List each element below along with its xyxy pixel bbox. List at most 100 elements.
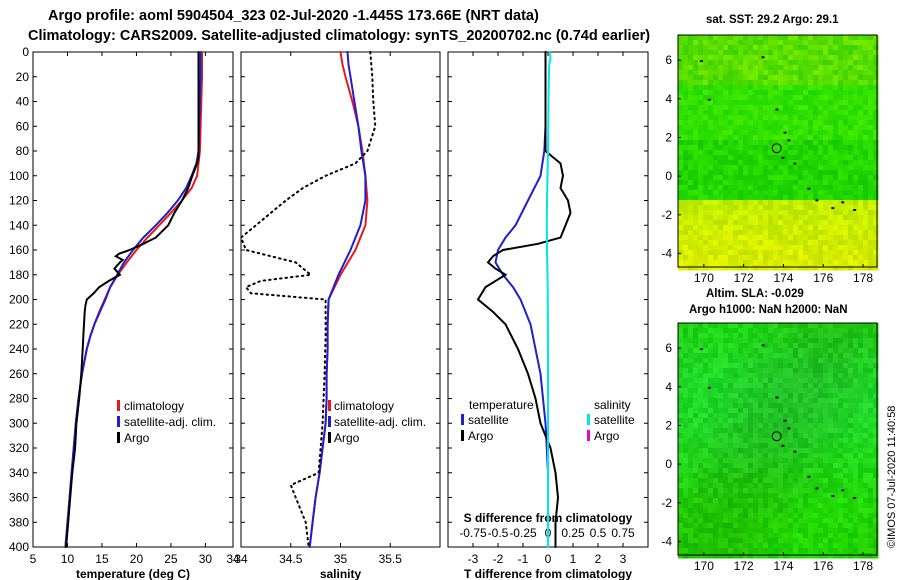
map-cell (718, 383, 724, 389)
map-cell (703, 533, 709, 539)
map-cell (843, 195, 849, 201)
map-cell (848, 45, 854, 51)
map-cell (838, 35, 844, 41)
map-cell (703, 220, 709, 226)
map-cell (848, 438, 854, 444)
map-cell (793, 195, 799, 201)
map-cell (858, 160, 864, 166)
map-cell (783, 80, 789, 86)
map-cell (813, 443, 819, 449)
map-cell (698, 383, 704, 389)
map-cell (778, 110, 784, 116)
map-cell (803, 155, 809, 161)
map-cell (798, 255, 804, 261)
map-cell (713, 105, 719, 111)
map-cell (728, 265, 734, 271)
map-cell (708, 443, 714, 449)
map-cell (693, 553, 699, 559)
map-cell (838, 135, 844, 141)
y-tick-label: 40 (16, 95, 30, 109)
map-cell (693, 210, 699, 216)
map-cell (803, 493, 809, 499)
map-cell (823, 245, 829, 251)
map-cell (868, 115, 874, 121)
map-cell (828, 60, 834, 66)
map-cell (718, 265, 724, 271)
map-cell (803, 358, 809, 364)
map-cell (818, 323, 824, 329)
map-cell (738, 493, 744, 499)
map-cell (858, 378, 864, 384)
map-cell (723, 513, 729, 519)
map-cell (843, 438, 849, 444)
map-cell (808, 338, 814, 344)
map-cell (863, 50, 869, 56)
map-cell (838, 205, 844, 211)
map-cell (833, 368, 839, 374)
map-cell (838, 473, 844, 479)
map-cell (853, 265, 859, 271)
map-cell (808, 323, 814, 329)
map-cell (753, 235, 759, 241)
map-cell (768, 265, 774, 271)
map-cell (758, 80, 764, 86)
map-cell (718, 473, 724, 479)
map-cell (858, 553, 864, 559)
map-cell (783, 155, 789, 161)
map-cell (678, 533, 684, 539)
map-cell (763, 85, 769, 91)
map-cell (818, 488, 824, 494)
map-cell (798, 185, 804, 191)
map-cell (793, 95, 799, 101)
map-cell (758, 488, 764, 494)
map-cell (733, 215, 739, 221)
map-cell (848, 468, 854, 474)
map-cell (768, 40, 774, 46)
map-cell (863, 388, 869, 394)
map-cell (693, 110, 699, 116)
map-cell (768, 195, 774, 201)
map-cell (748, 180, 754, 186)
map-cell (813, 423, 819, 429)
map-cell (728, 428, 734, 434)
map-cell (803, 513, 809, 519)
map-cell (703, 493, 709, 499)
map-cell (868, 50, 874, 56)
map-cell (853, 328, 859, 334)
map-cell (758, 518, 764, 524)
map-cell (808, 513, 814, 519)
map-cell (783, 513, 789, 519)
map-cell (833, 528, 839, 534)
map-cell (718, 328, 724, 334)
map-cell (828, 508, 834, 514)
map-cell (738, 478, 744, 484)
map-cell (748, 210, 754, 216)
map-cell (853, 75, 859, 81)
map-cell (778, 553, 784, 559)
map-cell (763, 145, 769, 151)
map-cell (873, 260, 879, 266)
map-cell (743, 75, 749, 81)
map-cell (688, 433, 694, 439)
map-cell (703, 65, 709, 71)
map-cell (808, 378, 814, 384)
map-cell (828, 115, 834, 121)
map-cell (848, 55, 854, 61)
map-cell (873, 160, 879, 166)
map-cell (813, 200, 819, 206)
map-cell (813, 458, 819, 464)
map-cell (748, 428, 754, 434)
map-cell (793, 363, 799, 369)
map-cell (688, 418, 694, 424)
map-cell (873, 215, 879, 221)
map-cell (863, 483, 869, 489)
map-cell (698, 358, 704, 364)
map-cell (848, 498, 854, 504)
map-cell (743, 443, 749, 449)
map-cell (813, 538, 819, 544)
map-cell (848, 363, 854, 369)
map-cell (693, 473, 699, 479)
map-cell (833, 235, 839, 241)
map-cell (873, 398, 879, 404)
map-cell (698, 195, 704, 201)
